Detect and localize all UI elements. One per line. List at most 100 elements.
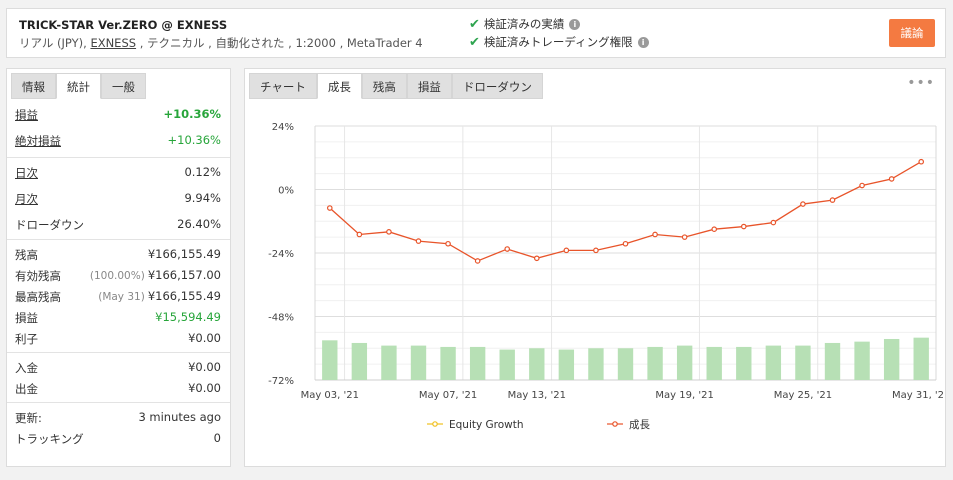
volume-bar (647, 346, 663, 380)
growth-point (593, 247, 599, 254)
chart-panel: チャート 成長 残高 損益 ドローダウン ••• 24% 0% -24% -48% -7… (244, 68, 946, 467)
x-tick-label: May 03, '21 (301, 390, 359, 401)
stat-label: 更新: (15, 411, 42, 425)
growth-point (740, 223, 747, 230)
growth-point (888, 176, 895, 182)
stat-label: 入金 (15, 361, 38, 375)
legend-label: Equity Growth (449, 419, 524, 431)
verified-trading-privileges: ✔ 検証済みトレーディング権限 i (469, 34, 649, 50)
y-tick-label: 24% (272, 122, 294, 133)
discuss-button[interactable]: 議論 (889, 19, 935, 47)
tab-info[interactable]: 情報 (11, 73, 56, 99)
stat-amount: ¥166,155.49 (147, 289, 221, 303)
volume-bar (469, 346, 486, 380)
growth-point (474, 258, 481, 264)
growth-point (681, 234, 688, 240)
x-tick-label: May 19, '21 (655, 390, 713, 401)
growth-point (829, 197, 836, 203)
stat-value: 26.40% (177, 217, 221, 231)
growth-point (770, 219, 777, 226)
stat-monthly: 月次 9.94% (7, 188, 230, 214)
stat-interest: 利子 ¥0.00 (7, 328, 230, 349)
x-tick-label: May 31, '21 (892, 390, 945, 401)
check-icon: ✔ (469, 16, 480, 32)
growth-chart: 24% 0% -24% -48% -72% May 03, '21 May 07, '21 M… (268, 122, 945, 431)
growth-point (356, 231, 363, 238)
divider (7, 402, 230, 403)
y-tick-label: -48% (268, 313, 294, 324)
stat-value: (May 31) ¥166,155.49 (98, 289, 221, 303)
stat-note: (May 31) (98, 291, 145, 303)
x-tick-label: May 13, '21 (508, 390, 566, 401)
divider (7, 157, 230, 158)
volume-bar (529, 348, 545, 380)
growth-point (445, 240, 451, 247)
volume-bar (588, 348, 604, 380)
stat-tracking: トラッキング 0 (7, 428, 230, 449)
stat-abs-gain: 絶対損益 +10.36% (7, 130, 230, 154)
volume-bar (706, 346, 722, 380)
volume-bar (617, 348, 634, 380)
growth-point (800, 201, 806, 207)
tab-chart[interactable]: チャート (249, 73, 317, 99)
stats-panel: 情報 統計 一般 損益 +10.36% 絶対損益 +10.36% 日次 0.12% 月… (6, 68, 231, 467)
volume-bar (913, 337, 929, 380)
tab-balance[interactable]: 残高 (361, 73, 407, 99)
subtitle-suffix: , テクニカル , 自動化された , 1:2000 , MetaTrader 4 (136, 36, 423, 50)
tab-drawdown[interactable]: ドローダウン (451, 73, 543, 99)
ellipsis-icon[interactable]: ••• (907, 75, 935, 91)
stat-value: ¥0.00 (188, 360, 221, 374)
stat-gain: 損益 +10.36% (7, 104, 230, 130)
stat-value: ¥15,594.49 (155, 310, 221, 324)
y-tick-label: 0% (278, 186, 294, 197)
stat-withdrawals: 出金 ¥0.00 (7, 378, 230, 399)
stat-value: ¥0.00 (188, 381, 221, 395)
stat-value: +10.36% (163, 107, 221, 121)
stat-label[interactable]: 日次 (15, 166, 38, 180)
verified-track-label: 検証済みの実績 (483, 17, 565, 31)
tab-stats[interactable]: 統計 (56, 73, 101, 99)
stat-label: ドローダウン (15, 218, 84, 232)
y-tick-label: -72% (268, 376, 294, 387)
stat-label: 利子 (15, 332, 38, 346)
volume-bar (795, 345, 811, 380)
growth-point (859, 182, 865, 189)
x-tick-label: May 07, '21 (419, 390, 477, 401)
stat-profit: 損益 ¥15,594.49 (7, 307, 230, 328)
stat-balance: 残高 ¥166,155.49 (7, 244, 230, 265)
stat-label: 有効残高 (15, 269, 61, 283)
tab-general[interactable]: 一般 (101, 73, 146, 99)
chart-tabs: チャート 成長 残高 損益 ドローダウン (249, 73, 543, 99)
stat-label[interactable]: 月次 (15, 192, 38, 206)
tab-growth[interactable]: 成長 (316, 73, 362, 99)
volume-bar (676, 345, 693, 380)
stat-value: 9.94% (184, 191, 221, 205)
stat-highest: 最高残高 (May 31) ¥166,155.49 (7, 286, 230, 307)
growth-point (711, 226, 718, 232)
stat-label[interactable]: 損益 (15, 108, 38, 122)
growth-point (326, 205, 333, 211)
tab-profit[interactable]: 損益 (406, 73, 452, 99)
stat-label: 損益 (15, 311, 38, 325)
stat-label[interactable]: 絶対損益 (15, 134, 61, 148)
volume-bar (765, 345, 782, 380)
stat-equity: 有効残高 (100.00%) ¥166,157.00 (7, 265, 230, 286)
stat-value: +10.36% (167, 133, 222, 147)
stat-drawdown: ドローダウン 26.40% (7, 214, 230, 236)
system-header: TRICK-STAR Ver.ZERO @ EXNESS リアル (JPY), … (6, 8, 946, 58)
system-subtitle: リアル (JPY), EXNESS , テクニカル , 自動化された , 1:2… (19, 35, 423, 51)
volume-bar (824, 342, 841, 380)
info-icon[interactable]: i (637, 36, 649, 48)
stat-value: ¥0.00 (188, 331, 221, 345)
stat-value: 0 (213, 431, 221, 445)
info-icon[interactable]: i (569, 18, 581, 30)
stat-label: 出金 (15, 382, 38, 396)
broker-link[interactable]: EXNESS (90, 36, 137, 50)
growth-point (622, 240, 629, 247)
legend-swatch-marker (432, 421, 438, 427)
stat-value: (100.00%) ¥166,157.00 (90, 268, 221, 282)
stat-value: ¥166,155.49 (147, 247, 221, 261)
stat-label: 最高残高 (15, 290, 61, 304)
subtitle-prefix: リアル (JPY), (19, 36, 91, 50)
stat-note: (100.00%) (89, 270, 145, 282)
